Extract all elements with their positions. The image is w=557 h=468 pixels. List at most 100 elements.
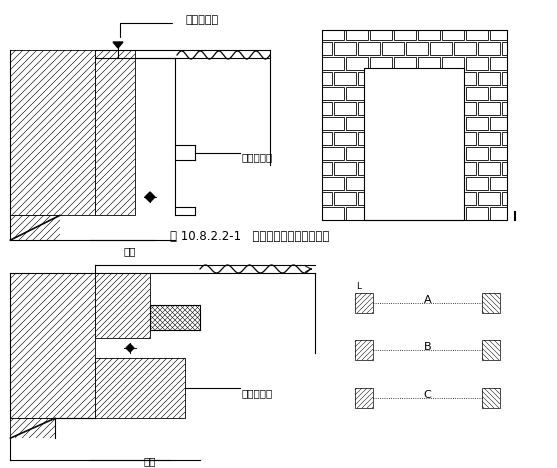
Bar [418,87,440,100]
Polygon shape [95,358,185,418]
Bar [394,57,416,70]
Polygon shape [482,293,500,313]
Bar [478,42,500,55]
Bar [370,207,392,220]
Bar [466,30,488,40]
Bar [322,177,344,190]
Text: 钢防火门框: 钢防火门框 [242,152,273,162]
Bar [382,102,404,115]
Text: 打钉拉铁皮: 打钉拉铁皮 [185,15,218,25]
Bar [430,132,452,145]
Bar [334,162,356,175]
Bar [406,192,428,205]
Bar [490,30,507,40]
Bar [322,102,332,115]
Bar [454,102,476,115]
Bar [382,132,404,145]
Bar [442,177,464,190]
Bar [394,207,416,220]
Bar [490,207,507,220]
Bar [406,42,428,55]
Bar [346,177,368,190]
Bar [346,57,368,70]
Polygon shape [10,273,95,418]
Text: 防火木门框: 防火木门框 [242,388,273,398]
Bar [334,72,356,85]
Bar [346,87,368,100]
Bar [322,132,332,145]
Text: 墙体: 墙体 [124,246,136,256]
Bar [322,72,332,85]
Bar [394,177,416,190]
Bar [358,132,380,145]
Bar [466,87,488,100]
Bar [406,162,428,175]
Polygon shape [126,344,134,352]
Bar [466,147,488,160]
Bar [418,30,440,40]
Polygon shape [10,418,55,438]
Bar [358,162,380,175]
Bar [358,72,380,85]
Bar [382,192,404,205]
Bar [418,207,440,220]
Bar [466,57,488,70]
Bar [466,177,488,190]
Bar [322,30,507,220]
Bar [346,30,368,40]
Bar [442,87,464,100]
Bar [430,72,452,85]
Bar [430,102,452,115]
Bar [454,132,476,145]
Bar [406,132,428,145]
Bar [490,57,507,70]
Bar [382,42,404,55]
Bar [502,132,507,145]
Bar [442,207,464,220]
Bar [478,162,500,175]
Bar [358,42,380,55]
Bar [322,42,332,55]
Bar [430,42,452,55]
Text: 图 10.8.2.2-1   钢木质防火门结构安装图: 图 10.8.2.2-1 钢木质防火门结构安装图 [170,229,330,242]
Bar [454,72,476,85]
Bar [490,117,507,130]
Bar [364,68,464,220]
Polygon shape [113,42,123,48]
Polygon shape [355,340,373,360]
Bar [478,192,500,205]
Bar [322,147,344,160]
Bar [490,177,507,190]
Bar [418,117,440,130]
Bar [370,177,392,190]
Bar [502,102,507,115]
Bar [370,57,392,70]
Bar [406,102,428,115]
Bar [502,192,507,205]
Bar [150,305,200,330]
Bar [454,42,476,55]
Polygon shape [95,273,150,338]
Bar [406,72,428,85]
Bar [418,147,440,160]
Bar [382,162,404,175]
Polygon shape [10,215,60,240]
Bar [454,192,476,205]
Text: C: C [424,390,431,400]
Bar [394,30,416,40]
Bar [490,147,507,160]
Bar [454,162,476,175]
Polygon shape [482,340,500,360]
Bar [394,117,416,130]
Bar [322,162,332,175]
Polygon shape [10,50,95,215]
Bar [382,72,404,85]
Bar [370,87,392,100]
Bar [502,162,507,175]
Text: B: B [424,342,431,352]
Bar [418,57,440,70]
Bar [490,87,507,100]
Polygon shape [355,293,373,313]
Bar [370,147,392,160]
Bar [430,192,452,205]
